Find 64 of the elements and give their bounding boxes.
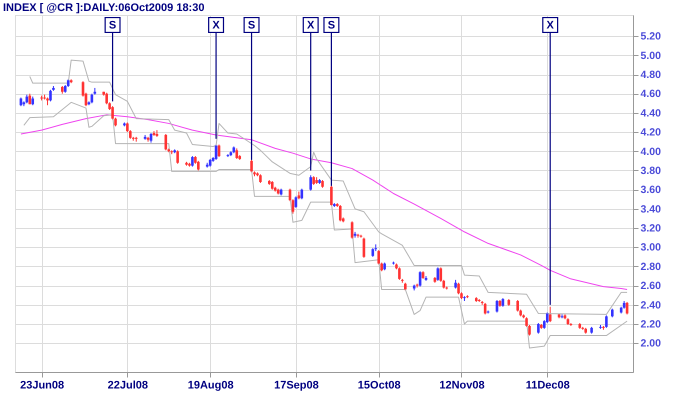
candlestick — [164, 134, 168, 151]
candlestick — [300, 188, 304, 200]
annotation: X — [546, 20, 555, 32]
candlestick — [294, 196, 298, 208]
candlestick — [197, 160, 200, 171]
candlestick — [484, 302, 486, 315]
candlestick — [516, 300, 519, 312]
x-tick-label: 12Nov08 — [439, 380, 485, 392]
annotation: S — [108, 20, 116, 32]
candlestick — [626, 301, 628, 315]
candlestick — [90, 93, 94, 104]
candlestick — [218, 144, 220, 158]
annotation: S — [328, 20, 336, 32]
y-tick-label: 3.00 — [640, 242, 662, 254]
x-tick-label: 17Sep08 — [274, 380, 319, 392]
y-tick-label: 3.60 — [640, 184, 662, 196]
y-tick-label: 4.20 — [640, 126, 662, 139]
y-tick-label: 2.00 — [640, 338, 662, 350]
y-tick-label: 4.00 — [640, 146, 662, 158]
line-series — [20, 114, 628, 290]
line-series — [29, 60, 628, 315]
y-tick-label: 3.80 — [640, 164, 662, 177]
candlestick — [350, 220, 354, 240]
y-tick-label: 2.60 — [640, 280, 662, 292]
x-tick-label: 23Jun08 — [20, 380, 64, 392]
candlestick — [250, 159, 253, 173]
candlestick — [150, 132, 152, 144]
candlestick — [330, 185, 333, 206]
annotation: X — [212, 20, 220, 32]
y-tick-label: 4.80 — [640, 69, 662, 81]
candlestick — [214, 144, 218, 160]
y-tick-label: 5.00 — [640, 50, 662, 62]
candlestick — [309, 174, 312, 192]
candlestick — [548, 306, 552, 323]
x-tick-label: 19Aug08 — [188, 380, 234, 392]
y-tick-label: 3.20 — [640, 222, 662, 235]
candlestick — [457, 282, 460, 295]
y-tick-label: 5.20 — [640, 30, 662, 43]
candlestick — [418, 270, 422, 288]
y-tick-label: 2.80 — [640, 260, 662, 273]
y-tick-label: 4.40 — [640, 107, 662, 120]
x-tick-label: 22Jul08 — [108, 380, 148, 392]
candlestick — [537, 322, 540, 334]
y-tick-label: 2.20 — [640, 318, 662, 331]
y-tick-label: 2.40 — [640, 299, 662, 312]
x-tick-label: 15Oct08 — [358, 380, 401, 392]
candlestick — [436, 266, 440, 282]
candlestick — [496, 300, 498, 313]
x-tick-label: 11Dec08 — [526, 380, 570, 392]
candlestick — [176, 150, 179, 164]
annotation: S — [248, 20, 256, 32]
annotation: X — [307, 20, 316, 32]
candlestick — [28, 93, 32, 105]
chart-title: INDEX [ @CR ]:DAILY:06Oct2009 18:30 — [3, 2, 204, 14]
candlestick — [362, 237, 366, 258]
y-tick-label: 4.60 — [640, 88, 662, 100]
candlestick — [398, 266, 401, 280]
candlestick — [605, 314, 608, 328]
candlestick — [338, 204, 342, 222]
y-tick-label: 3.40 — [640, 203, 662, 216]
candlestick — [235, 148, 238, 160]
candlestick — [49, 89, 52, 102]
line-series — [23, 102, 628, 349]
candlestick — [191, 156, 194, 168]
